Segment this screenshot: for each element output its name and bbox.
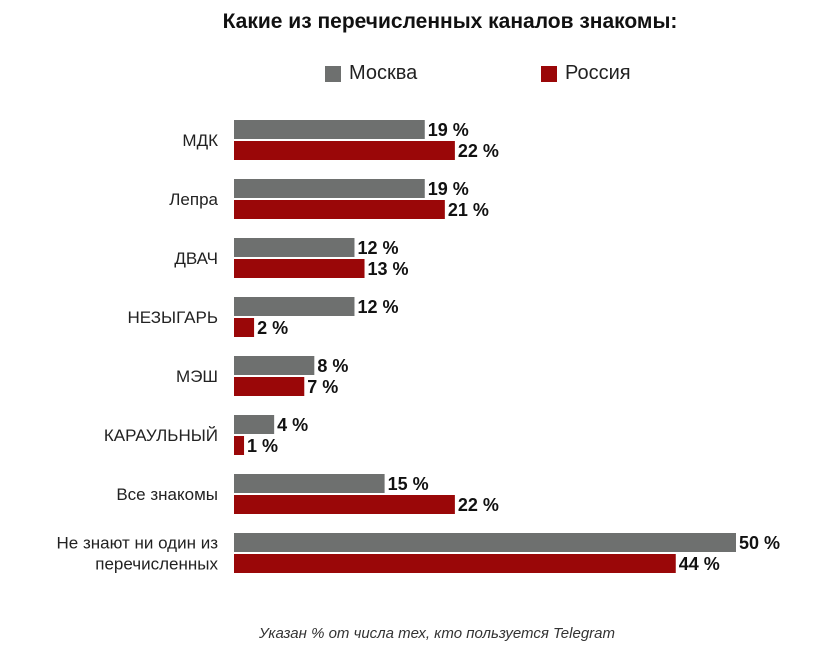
bar-moscow bbox=[234, 474, 385, 493]
bar-russia bbox=[234, 141, 455, 160]
category-label-line: КАРАУЛЬНЫЙ bbox=[104, 426, 218, 445]
bar-moscow bbox=[234, 238, 355, 257]
bar-moscow bbox=[234, 297, 355, 316]
bar-moscow bbox=[234, 533, 736, 552]
value-label-russia: 7 % bbox=[307, 377, 338, 397]
category-label: НЕЗЫГАРЬ bbox=[128, 308, 218, 327]
bar-moscow bbox=[234, 179, 425, 198]
value-label-moscow: 19 % bbox=[428, 120, 469, 140]
bar-moscow bbox=[234, 120, 425, 139]
value-label-russia: 22 % bbox=[458, 141, 499, 161]
category-label: Не знают ни один из перечисленных bbox=[57, 534, 219, 574]
legend-swatch-russia bbox=[541, 65, 557, 82]
category-label-line: ДВАЧ bbox=[174, 249, 218, 268]
value-label-russia: 2 % bbox=[257, 318, 288, 338]
value-label-russia: 13 % bbox=[368, 259, 409, 279]
value-label-moscow: 50 % bbox=[739, 533, 780, 553]
legend-label-russia: Россия bbox=[565, 62, 631, 84]
value-label-russia: 1 % bbox=[247, 436, 278, 456]
legend-label-moscow: Москва bbox=[349, 62, 418, 84]
category-label: Лепра bbox=[169, 190, 218, 209]
bar-russia bbox=[234, 377, 305, 396]
value-label-moscow: 19 % bbox=[428, 179, 469, 199]
bar-russia bbox=[234, 318, 255, 337]
category-label: МДК bbox=[182, 131, 218, 150]
legend-item-russia: Россия bbox=[541, 62, 631, 85]
bar-russia bbox=[234, 259, 365, 278]
value-label-russia: 22 % bbox=[458, 495, 499, 515]
bar-russia bbox=[234, 436, 245, 455]
category-label: КАРАУЛЬНЫЙ bbox=[104, 426, 218, 445]
category-label-line: НЕЗЫГАРЬ bbox=[128, 308, 218, 327]
value-label-moscow: 15 % bbox=[388, 474, 429, 494]
value-label-moscow: 12 % bbox=[357, 297, 398, 317]
legend-swatch-moscow bbox=[325, 65, 341, 82]
value-label-moscow: 8 % bbox=[317, 356, 348, 376]
footnote: Указан % от числа тех, кто пользуется Te… bbox=[258, 625, 615, 642]
value-label-moscow: 12 % bbox=[357, 238, 398, 258]
value-label-russia: 44 % bbox=[679, 554, 720, 574]
category-label-line: Все знакомы bbox=[116, 485, 218, 504]
category-label: Все знакомы bbox=[116, 485, 218, 504]
bar-moscow bbox=[234, 356, 315, 375]
legend: Москва Россия bbox=[0, 0, 816, 100]
bar-moscow bbox=[234, 415, 275, 434]
chart-title: Какие из перечисленных каналов знакомы: bbox=[222, 10, 678, 33]
category-label-line: Не знают ни один из bbox=[57, 534, 219, 553]
value-label-russia: 21 % bbox=[448, 200, 489, 220]
category-label-line: МДК bbox=[182, 131, 218, 150]
category-label: МЭШ bbox=[176, 367, 218, 386]
bar-russia bbox=[234, 554, 676, 573]
bar-russia bbox=[234, 200, 445, 219]
category-label-line: перечисленных bbox=[95, 555, 218, 574]
bar-russia bbox=[234, 495, 455, 514]
category-label-line: Лепра bbox=[169, 190, 218, 209]
legend-item-moscow: Москва bbox=[325, 62, 417, 85]
category-label: ДВАЧ bbox=[174, 249, 218, 268]
category-label-line: МЭШ bbox=[176, 367, 218, 386]
value-label-moscow: 4 % bbox=[277, 415, 308, 435]
